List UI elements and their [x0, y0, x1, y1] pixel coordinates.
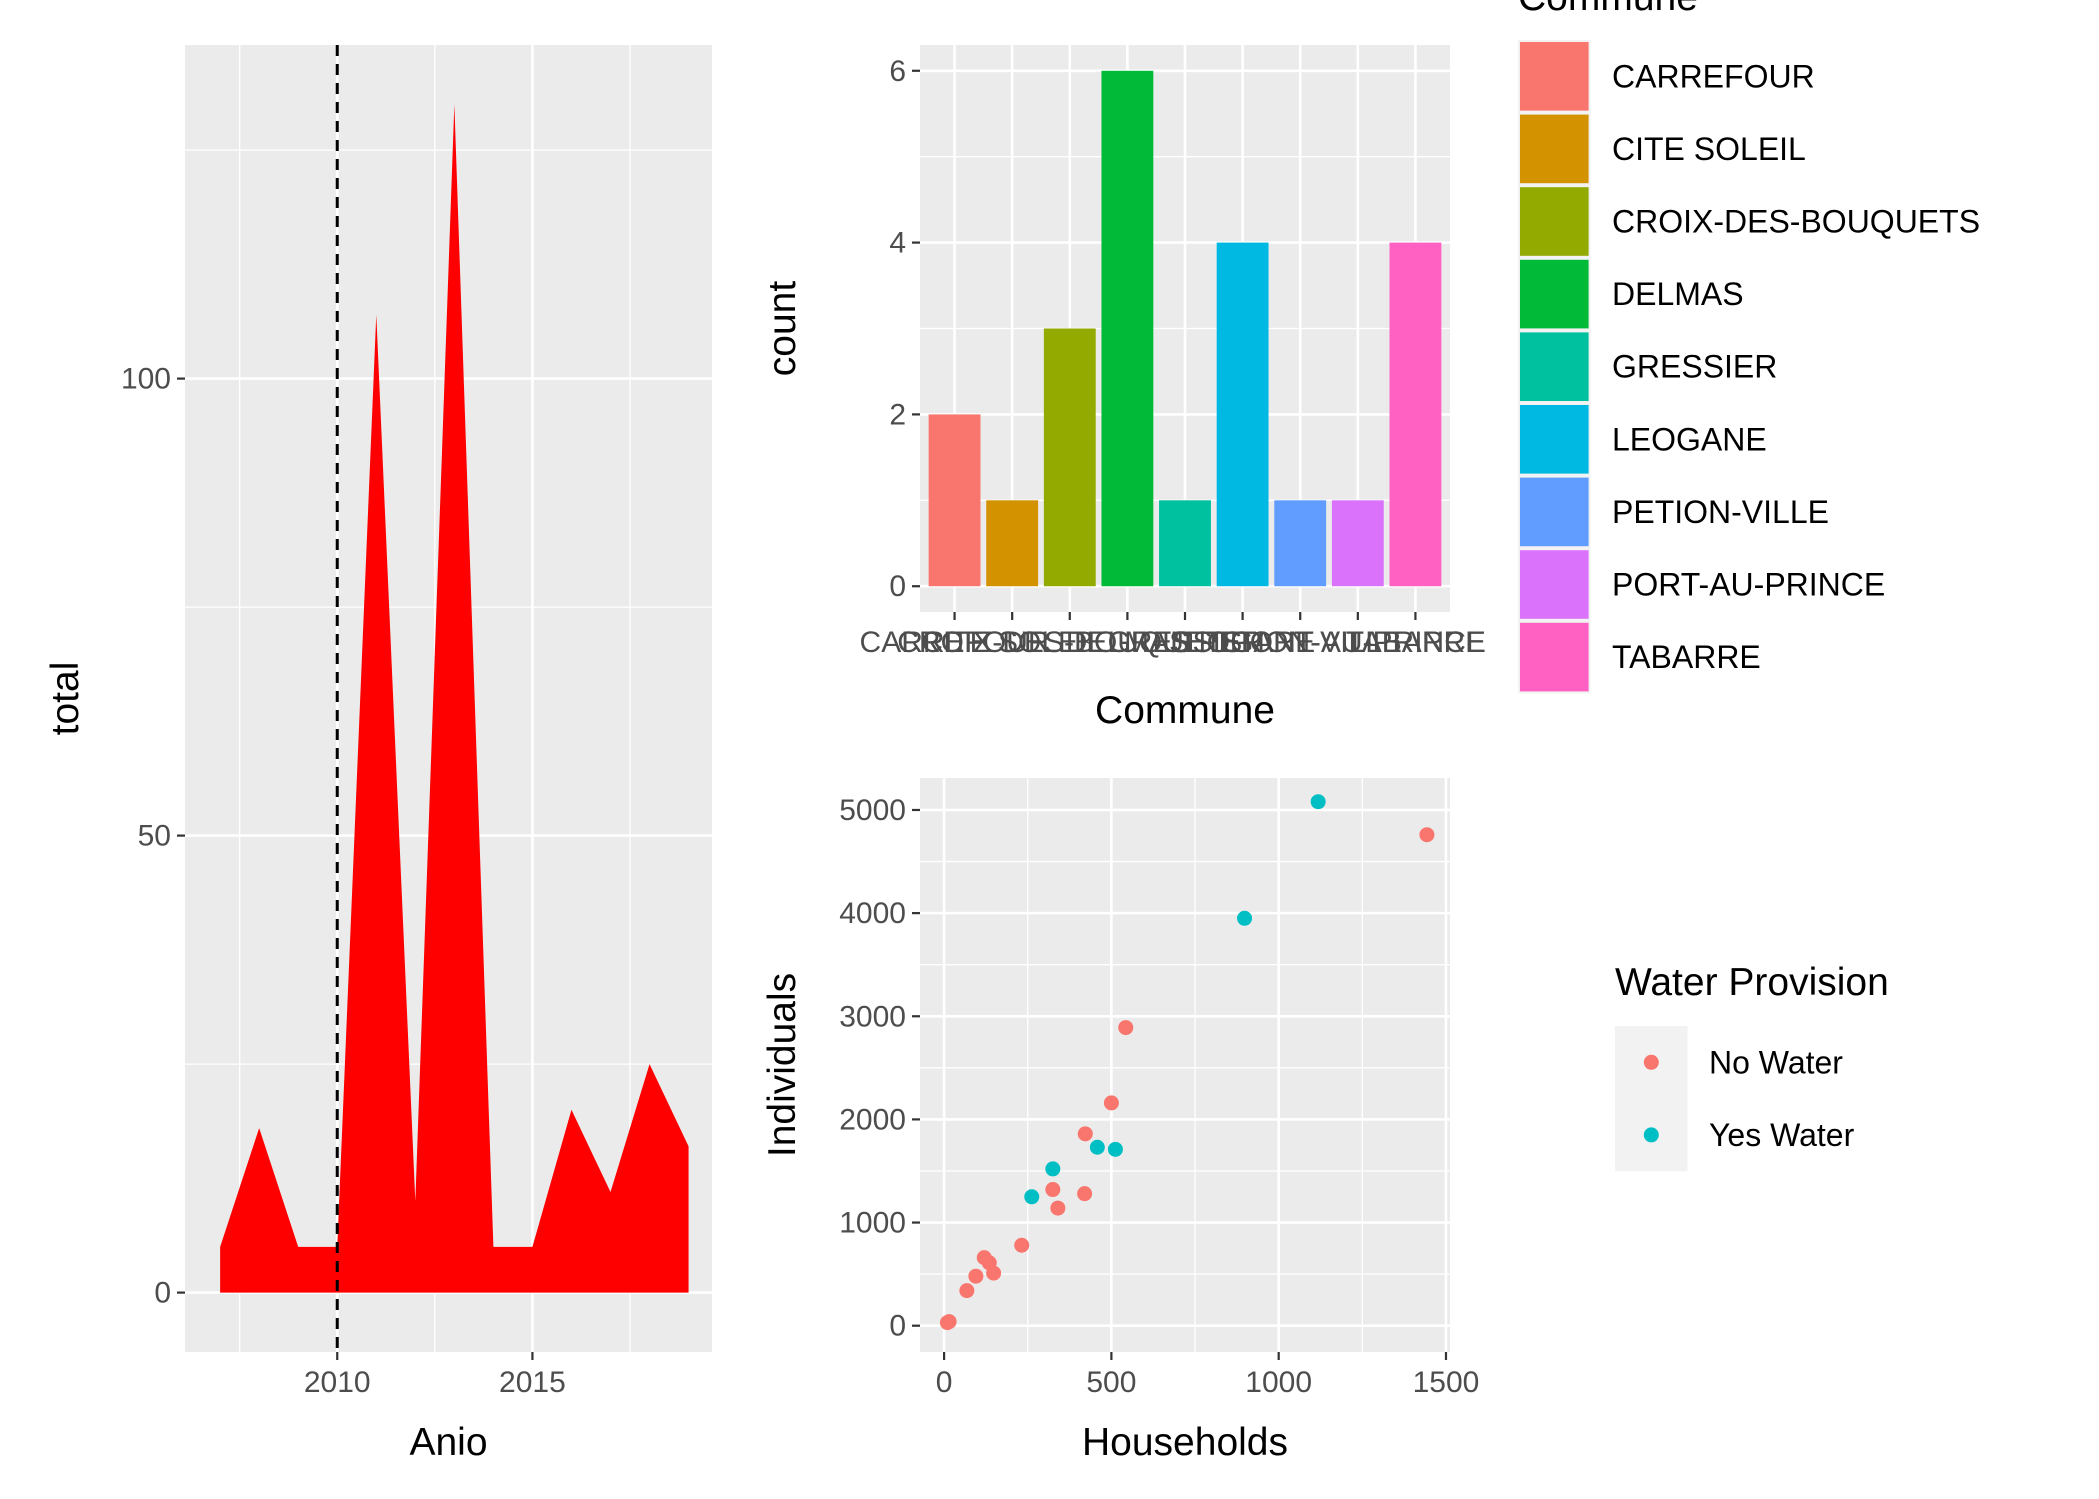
area-series — [220, 104, 689, 1293]
point-no-water — [986, 1265, 1002, 1281]
legend-key-swatch — [1520, 550, 1589, 619]
point-yes-water — [1089, 1139, 1105, 1155]
y-tick-label: 6 — [889, 55, 906, 88]
point-no-water — [1045, 1182, 1061, 1198]
y-tick-label: 3000 — [839, 1000, 906, 1033]
legend-key-swatch — [1520, 622, 1589, 692]
legend-label: CITE SOLEIL — [1612, 131, 1806, 167]
y-tick-label: 50 — [138, 820, 171, 853]
point-no-water — [1419, 827, 1435, 843]
scatter-chart-y-axis-title: Individuals — [761, 973, 804, 1157]
bar-croix-des-bouquets — [1043, 328, 1096, 587]
legend-key-swatch — [1520, 42, 1589, 111]
legend-key-swatch — [1520, 114, 1589, 184]
area-chart-panel: 2010 2015 0 50 100 Anio total — [44, 45, 712, 1464]
legend-key-swatch — [1520, 405, 1589, 474]
legend-label: GRESSIER — [1612, 349, 1777, 385]
legend-key-swatch — [1520, 332, 1589, 401]
x-tick-label: LEOGANE — [1170, 626, 1315, 659]
bar-leogane — [1216, 242, 1269, 587]
scatter-chart-gridlines — [920, 778, 1450, 1352]
y-tick-label: 2 — [889, 398, 906, 431]
point-no-water — [1077, 1186, 1093, 1202]
x-tick-label: 1500 — [1413, 1366, 1480, 1399]
y-tick-label: 0 — [889, 570, 906, 603]
point-no-water — [1103, 1095, 1119, 1111]
legend-label: Yes Water — [1709, 1117, 1855, 1153]
x-tick-label: PETION-VILLE — [1199, 626, 1402, 659]
y-tick-label: 0 — [889, 1310, 906, 1343]
x-tick-label: CITE SOLEIL — [921, 626, 1103, 659]
y-tick-label: 0 — [154, 1277, 171, 1310]
x-tick-label: 500 — [1086, 1366, 1136, 1399]
bar-port-au-prince — [1331, 500, 1384, 587]
commune-legend: Commune CARREFOUR CITE SOLEIL CROIX-DES-BO… — [1518, 0, 1980, 694]
x-tick-label: PORT-AU-PRINCE — [1230, 626, 1486, 659]
scatter-chart-axes: 0 500 1000 1500 0 1000 2000 3000 4000 5000 — [839, 794, 1479, 1399]
legend-key-dot — [1643, 1054, 1659, 1070]
area-chart-axes: 2010 2015 0 50 100 — [121, 363, 566, 1399]
area-chart-x-axis-title: Anio — [409, 1421, 487, 1464]
bar-petion-ville — [1274, 500, 1327, 587]
water-provision-legend: Water Provision No Water Yes Water — [1615, 961, 1889, 1172]
legend-label: CARREFOUR — [1612, 58, 1815, 94]
legend-label: PORT-AU-PRINCE — [1612, 567, 1885, 603]
legend-key-dot — [1643, 1127, 1659, 1143]
legend-key-swatch — [1520, 477, 1589, 547]
legend-key-swatch — [1520, 187, 1589, 256]
bar-chart-x-axis-title: Commune — [1095, 689, 1275, 732]
x-tick-label: DELMAS — [1066, 626, 1189, 659]
scatter-chart-x-axis-title: Households — [1082, 1421, 1288, 1464]
x-tick-label: 1000 — [1245, 1366, 1312, 1399]
point-yes-water — [1237, 910, 1253, 926]
bar-delmas — [1101, 70, 1154, 587]
scatter-chart-panel: 0 500 1000 1500 0 1000 2000 3000 4000 5000 Househ… — [761, 778, 1889, 1464]
legend-label: CROIX-DES-BOUQUETS — [1612, 204, 1980, 240]
point-no-water — [941, 1314, 957, 1330]
y-tick-label: 4 — [889, 227, 906, 260]
point-no-water — [1118, 1020, 1134, 1036]
bar-carrefour — [928, 414, 981, 587]
x-tick-label: 0 — [936, 1366, 953, 1399]
legend-label: LEOGANE — [1612, 421, 1767, 457]
legend-label: DELMAS — [1612, 276, 1744, 312]
point-no-water — [1050, 1200, 1066, 1216]
point-no-water — [1077, 1126, 1093, 1142]
legend-label: PETION-VILLE — [1612, 494, 1829, 530]
x-tick-label: 2015 — [499, 1366, 566, 1399]
legend-label: TABARRE — [1612, 639, 1761, 675]
x-tick-label: 2010 — [304, 1366, 371, 1399]
commune-legend-title: Commune — [1518, 0, 1698, 19]
y-tick-label: 1000 — [839, 1207, 906, 1240]
bar-chart-y-axis-title: count — [761, 281, 804, 377]
point-no-water — [968, 1268, 984, 1284]
legend-label: No Water — [1709, 1044, 1843, 1080]
bar-cite-soleil — [986, 500, 1039, 587]
x-tick-label: CROIX-DES-BOUQUETS — [897, 626, 1242, 659]
scatter-chart-points — [939, 794, 1435, 1331]
bar-tabarre — [1389, 242, 1442, 587]
point-yes-water — [1310, 794, 1326, 810]
y-tick-label: 2000 — [839, 1103, 906, 1136]
point-no-water — [959, 1283, 975, 1299]
area-chart-y-axis-title: total — [44, 662, 87, 736]
y-tick-label: 5000 — [839, 794, 906, 827]
point-yes-water — [1045, 1161, 1061, 1177]
x-tick-label: TABARRE — [1346, 626, 1485, 659]
water-provision-legend-title: Water Provision — [1615, 961, 1889, 1004]
y-tick-label: 100 — [121, 363, 171, 396]
point-yes-water — [1107, 1141, 1123, 1157]
point-no-water — [1014, 1237, 1030, 1253]
legend-key-swatch — [1520, 259, 1589, 329]
point-yes-water — [1024, 1189, 1040, 1205]
bar-gressier — [1159, 500, 1211, 587]
x-tick-label: GRESSIER — [1107, 626, 1262, 659]
bar-chart-bars — [928, 70, 1442, 587]
y-tick-label: 4000 — [839, 897, 906, 930]
x-tick-label: CARREFOUR — [860, 626, 1050, 659]
scatter-chart-plot-background — [920, 778, 1450, 1352]
